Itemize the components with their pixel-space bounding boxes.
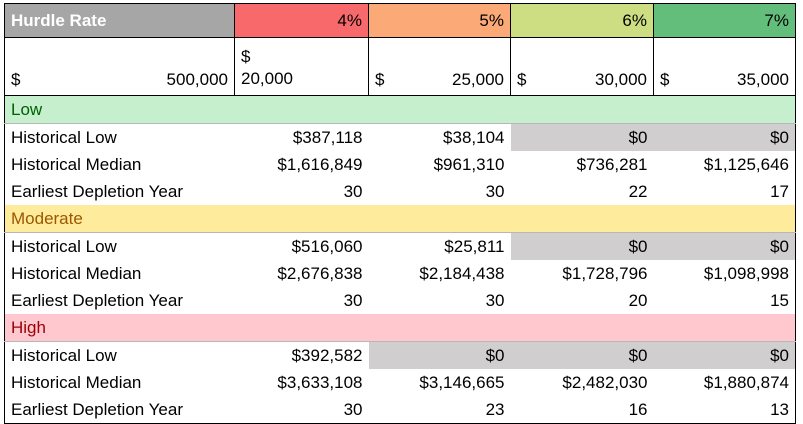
hurdle-rate-header[interactable]: Hurdle Rate <box>4 3 235 38</box>
data-cell[interactable]: 30 <box>343 290 363 310</box>
withdrawal-amount: 25,000 <box>452 70 504 89</box>
data-cell[interactable]: $1,616,849 <box>277 154 363 174</box>
data-cell[interactable]: 15 <box>653 287 796 314</box>
withdrawal-amount: 30,000 <box>595 70 647 89</box>
base-amount: 500,000 <box>166 70 228 89</box>
data-cell[interactable]: $1,098,998 <box>653 260 796 287</box>
data-cell[interactable]: $1,125,646 <box>653 151 796 178</box>
data-cell[interactable]: 30 <box>234 396 369 424</box>
data-cell[interactable]: $0 <box>653 232 796 260</box>
table-row: Earliest Depletion Year 30 23 16 13 <box>4 396 796 424</box>
currency-symbol: $ <box>11 70 21 89</box>
amount-cell-4[interactable]: $ 20,000 <box>234 37 369 96</box>
data-cell[interactable]: $1,728,796 <box>562 263 648 283</box>
amount-cell-7[interactable]: $ 35,000 <box>653 37 796 96</box>
data-cell[interactable]: $0 <box>653 341 796 369</box>
section-header-high: High <box>4 314 796 342</box>
currency-symbol: $ <box>375 70 385 89</box>
row-label[interactable]: Historical Median <box>4 151 235 178</box>
data-cell[interactable]: $2,184,438 <box>419 263 505 283</box>
withdrawal-amount: 20,000 <box>241 69 293 88</box>
data-cell[interactable]: $516,060 <box>291 236 363 256</box>
row-label[interactable]: Earliest Depletion Year <box>4 287 235 314</box>
table-row: Historical Low $516,060 $25,811 $0 $0 <box>4 232 796 260</box>
data-cell[interactable]: $3,146,665 <box>419 372 505 392</box>
data-cell[interactable]: $961,310 <box>433 154 505 174</box>
data-cell[interactable]: $1,880,874 <box>653 369 796 396</box>
currency-symbol: $ <box>660 70 670 89</box>
data-cell[interactable]: 23 <box>368 396 511 424</box>
row-label[interactable]: Historical Median <box>4 260 235 287</box>
data-cell[interactable]: 22 <box>628 181 648 201</box>
table-row: Historical Median $1,616,849 $961,310 $7… <box>4 151 796 178</box>
rate-6-header[interactable]: 6% <box>510 3 654 38</box>
data-cell[interactable]: $2,676,838 <box>277 263 363 283</box>
table-row: Earliest Depletion Year 30 30 22 17 <box>4 178 796 205</box>
section-label-moderate[interactable]: Moderate <box>4 205 796 233</box>
table-row: Earliest Depletion Year 30 30 20 15 <box>4 287 796 314</box>
data-cell[interactable]: $0 <box>653 123 796 151</box>
row-label[interactable]: Historical Low <box>4 123 235 151</box>
data-cell[interactable]: $38,104 <box>443 127 505 147</box>
row-label[interactable]: Historical Low <box>4 341 235 369</box>
row-label[interactable]: Earliest Depletion Year <box>4 178 235 205</box>
row-label[interactable]: Historical Low <box>4 232 235 260</box>
hurdle-rate-table: Hurdle Rate 4% 5% 6% 7% $ 500,000 $ 20,0… <box>4 3 796 424</box>
rate-5-header[interactable]: 5% <box>368 3 511 38</box>
table-row: Historical Median $3,633,108 $3,146,665 … <box>4 369 796 396</box>
data-cell[interactable]: 30 <box>343 181 363 201</box>
row-label[interactable]: Historical Median <box>4 369 235 396</box>
data-cell[interactable]: 17 <box>653 178 796 205</box>
data-cell[interactable]: $736,281 <box>576 154 648 174</box>
amount-row: $ 500,000 $ 20,000 $ 25,000 $ 30,0 <box>4 37 796 96</box>
data-cell[interactable]: $387,118 <box>292 127 363 147</box>
data-cell[interactable]: $2,482,030 <box>562 372 648 392</box>
currency-symbol: $ <box>241 47 251 66</box>
withdrawal-amount: 35,000 <box>737 70 789 89</box>
data-cell[interactable]: $0 <box>510 232 654 260</box>
data-cell[interactable]: 20 <box>628 290 648 310</box>
data-cell[interactable]: 13 <box>653 396 796 424</box>
data-cell[interactable]: $25,811 <box>444 236 505 256</box>
base-amount-cell[interactable]: $ 500,000 <box>4 37 235 96</box>
currency-symbol: $ <box>517 70 527 89</box>
rate-4-header[interactable]: 4% <box>234 3 369 38</box>
data-cell[interactable]: 30 <box>485 181 505 201</box>
section-header-moderate: Moderate <box>4 205 796 233</box>
data-cell[interactable]: $392,582 <box>291 345 363 365</box>
amount-cell-6[interactable]: $ 30,000 <box>510 37 654 96</box>
section-label-high[interactable]: High <box>4 314 796 342</box>
data-cell[interactable]: $0 <box>510 341 654 369</box>
data-cell[interactable]: 16 <box>510 396 654 424</box>
section-label-low[interactable]: Low <box>4 95 796 124</box>
header-row: Hurdle Rate 4% 5% 6% 7% <box>4 3 796 38</box>
data-cell[interactable]: $0 <box>368 341 511 369</box>
table-row: Historical Low $392,582 $0 $0 $0 <box>4 341 796 369</box>
section-header-low: Low <box>4 95 796 124</box>
data-cell[interactable]: $3,633,108 <box>277 372 363 392</box>
data-cell[interactable]: $0 <box>510 123 654 151</box>
table-row: Historical Low $387,118 $38,104 $0 $0 <box>4 123 796 151</box>
rate-7-header[interactable]: 7% <box>653 3 796 38</box>
table-row: Historical Median $2,676,838 $2,184,438 … <box>4 260 796 287</box>
row-label[interactable]: Earliest Depletion Year <box>4 396 235 424</box>
data-cell[interactable]: 30 <box>485 290 505 310</box>
amount-cell-5[interactable]: $ 25,000 <box>368 37 511 96</box>
